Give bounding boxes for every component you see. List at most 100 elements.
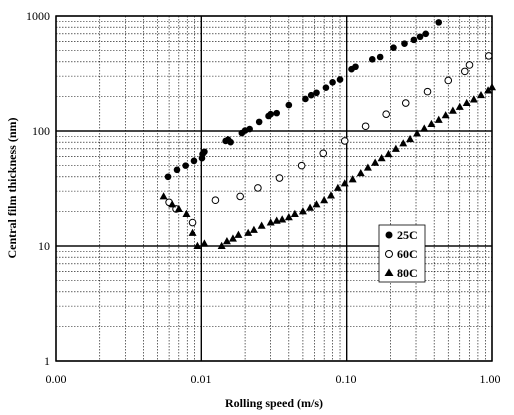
y-tick-label: 10: [38, 239, 50, 253]
x-axis-label: Rolling speed (m/s): [225, 396, 323, 410]
data-point-60c: [382, 110, 390, 118]
data-point-80c: [371, 158, 380, 166]
data-point-80c: [441, 111, 450, 119]
x-tick-label: 0.01: [191, 372, 212, 386]
legend-label-60c: 60C: [397, 247, 418, 261]
legend-label-80c: 80C: [397, 266, 418, 280]
data-point-80c: [306, 203, 315, 211]
data-point-60c: [236, 192, 244, 201]
legend: 25C 60C 80C: [378, 224, 426, 283]
data-point-80c: [363, 163, 372, 171]
data-point-80c: [159, 192, 168, 200]
data-point-25c: [376, 53, 384, 61]
data-point-25c: [307, 91, 315, 99]
data-point-80c: [356, 168, 365, 177]
data-point-25c: [352, 63, 359, 71]
data-point-25c: [246, 125, 253, 133]
data-point-80c: [476, 90, 485, 99]
data-point-80c: [455, 102, 464, 110]
x-tick-label: 1.00: [480, 372, 501, 386]
data-point-25c: [173, 166, 181, 174]
data-point-60c: [465, 61, 474, 69]
data-point-60c: [188, 218, 197, 227]
data-point-80c: [434, 115, 443, 123]
data-point-80c: [427, 119, 436, 128]
data-point-25c: [164, 173, 172, 181]
data-point-80c: [391, 144, 400, 152]
data-point-25c: [322, 84, 330, 91]
data-point-60c: [340, 137, 349, 145]
y-tick-label: 1: [44, 354, 50, 368]
data-point-80c: [182, 209, 191, 217]
series-25c: [164, 19, 443, 181]
data-point-60c: [297, 161, 306, 170]
data-point-80c: [249, 225, 258, 233]
data-point-80c: [168, 200, 177, 208]
data-point-80c: [399, 139, 408, 147]
data-point-60c: [484, 52, 493, 60]
x-tick-labels: 0.00 0.01 0.10 1.00: [46, 372, 501, 386]
legend-marker-25c: [385, 231, 393, 239]
legend-marker-60c: [385, 250, 393, 258]
data-point-60c: [254, 184, 262, 192]
data-point-80c: [244, 228, 253, 236]
data-point-80c: [312, 200, 321, 208]
data-point-80c: [217, 241, 226, 249]
data-point-80c: [257, 221, 266, 229]
data-point-60c: [211, 196, 220, 205]
data-point-80c: [193, 241, 202, 249]
data-point-80c: [406, 134, 415, 143]
data-point-25c: [435, 19, 443, 26]
data-point-25c: [190, 157, 198, 165]
data-point-60c: [275, 174, 284, 182]
data-point-80c: [188, 228, 197, 236]
data-point-25c: [390, 44, 397, 52]
data-point-25c: [255, 118, 263, 126]
data-point-80c: [420, 124, 429, 132]
data-point-25c: [410, 36, 418, 44]
x-tick-label: 0.00: [46, 372, 67, 386]
data-point-25c: [336, 76, 344, 83]
y-tick-label: 1000: [26, 9, 50, 23]
data-point-80c: [448, 106, 457, 114]
y-tick-label: 100: [32, 124, 50, 138]
data-point-25c: [201, 148, 208, 156]
plot-frame: [55, 15, 493, 362]
plot-area: [56, 16, 492, 361]
data-point-25c: [273, 109, 280, 117]
data-point-80c: [298, 207, 307, 215]
data-point-80c: [384, 149, 393, 158]
legend-marker-80c: [384, 268, 394, 276]
data-point-80c: [340, 179, 349, 187]
data-point-80c: [266, 218, 275, 226]
data-point-60c: [423, 87, 432, 96]
series-60c: [165, 52, 493, 227]
data-point-80c: [284, 213, 293, 221]
data-point-80c: [348, 175, 357, 183]
data-point-25c: [329, 79, 336, 86]
x-tick-label: 0.10: [336, 372, 357, 386]
data-point-80c: [174, 204, 183, 212]
data-point-80c: [320, 196, 329, 204]
data-point-25c: [182, 162, 189, 169]
data-point-25c: [422, 30, 430, 38]
data-point-25c: [267, 110, 274, 118]
data-point-60c: [444, 76, 453, 85]
y-tick-labels: 1 10 100 1000: [26, 9, 50, 368]
data-point-25c: [368, 56, 376, 63]
data-point-60c: [319, 149, 328, 158]
data-point-80c: [377, 154, 386, 162]
data-point-25c: [416, 33, 424, 41]
data-point-60c: [401, 99, 410, 107]
legend-label-25c: 25C: [397, 228, 418, 242]
data-marks: [159, 19, 496, 249]
data-point-25c: [227, 138, 234, 146]
data-point-80c: [462, 98, 471, 107]
data-point-80c: [469, 95, 478, 103]
data-point-80c: [333, 183, 342, 191]
data-point-80c: [200, 239, 209, 247]
data-point-25c: [401, 40, 408, 47]
data-point-80c: [413, 129, 422, 137]
data-point-60c: [361, 122, 370, 131]
